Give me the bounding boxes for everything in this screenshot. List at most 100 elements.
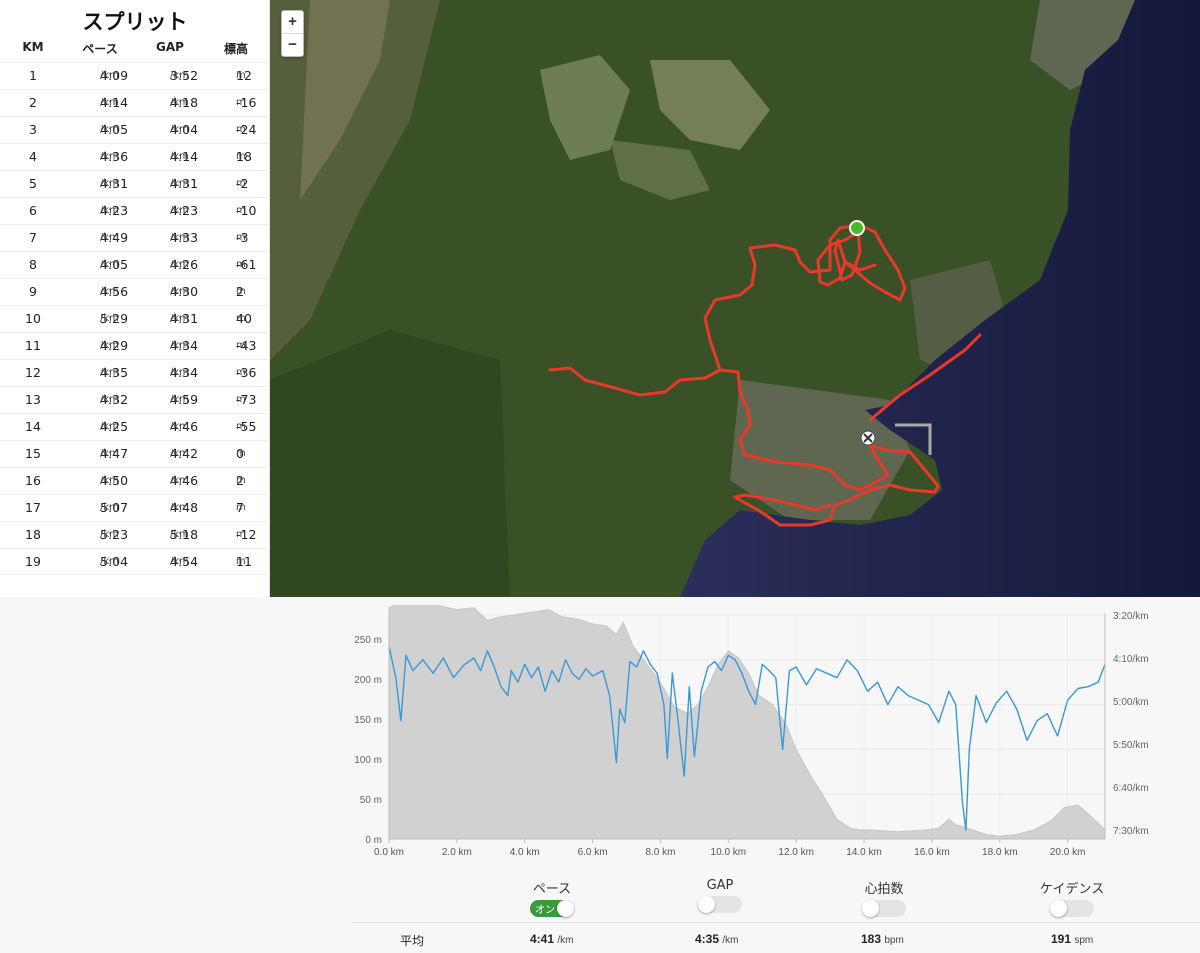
split-elev-unit: m — [236, 340, 246, 351]
split-gap-unit: /km — [170, 313, 189, 324]
breakwater — [895, 423, 932, 455]
split-row[interactable]: 13 4:32 /km 4:59 /km -73 m — [0, 386, 270, 413]
split-elev-unit: m — [236, 475, 246, 486]
split-gap-value: 4:18 — [170, 95, 199, 110]
route-map[interactable] — [270, 0, 1200, 597]
split-row[interactable]: 8 4:05 /km 4:26 /km -61 m — [0, 251, 270, 278]
split-row[interactable]: 3 4:05 /km 4:04 /km -24 m — [0, 116, 270, 143]
split-row[interactable]: 15 4:47 /km 4:42 /km 0 m — [0, 440, 270, 467]
split-elev-unit: m — [236, 448, 246, 459]
split-gap-unit: /km — [170, 259, 189, 270]
elevation-pace-chart[interactable]: 0 m 50 m 100 m 150 m 200 m 250 m 3:20/km 4:10/k… — [340, 594, 1200, 870]
split-elev-unit: m — [236, 421, 246, 432]
split-row[interactable]: 14 4:25 /km 4:46 /km -55 m — [0, 413, 270, 440]
split-row[interactable]: 10 5:29 /km 4:31 /km 40 m — [0, 305, 270, 332]
split-elev-unit: m — [236, 394, 246, 405]
splits-table-body: 1 4:09 /km 3:52 /km 12 m 2 4:14 /km 4:18 /km -1… — [0, 62, 270, 575]
split-km: 2 — [29, 95, 37, 110]
split-km: 11 — [25, 338, 41, 353]
toggle-knob — [1050, 900, 1067, 917]
split-pace-value: 4:50 — [100, 473, 129, 488]
split-pace-value: 5:29 — [100, 311, 129, 326]
split-row[interactable]: 2 4:14 /km 4:18 /km -16 m — [0, 89, 270, 116]
split-elev-unit: m — [236, 556, 246, 567]
satellite-map[interactable] — [270, 0, 1200, 597]
split-gap-unit: /km — [170, 394, 189, 405]
toggle-switch[interactable] — [1050, 900, 1094, 917]
y-right-tick-label: 5:50/km — [1113, 740, 1149, 751]
sea — [680, 0, 1200, 597]
split-pace-unit: /km — [100, 367, 119, 378]
toggle-label: ペース — [532, 882, 572, 897]
y-right-tick-label: 3:20/km — [1113, 611, 1149, 622]
toggle-switch[interactable]: オン — [530, 900, 574, 917]
avg-pace-unit: /km — [557, 935, 574, 946]
splits-title: スプリット — [82, 10, 188, 34]
split-gap-value: 4:48 — [170, 500, 199, 515]
grassland — [300, 0, 390, 200]
split-gap-unit: /km — [170, 529, 189, 540]
split-pace-unit: /km — [100, 205, 119, 216]
split-gap-value: 4:14 — [170, 149, 199, 164]
y-right-tick-label: 4:10/km — [1113, 654, 1149, 665]
split-elev-unit: m — [236, 205, 246, 216]
toggle-switch[interactable] — [698, 896, 742, 913]
split-row[interactable]: 4 4:36 /km 4:14 /km 18 m — [0, 143, 270, 170]
split-pace-unit: /km — [100, 232, 119, 243]
split-km: 12 — [25, 365, 41, 380]
split-pace-value: 4:09 — [100, 68, 129, 83]
split-pace-value: 5:04 — [100, 554, 129, 569]
split-pace-value: 4:31 — [100, 176, 129, 191]
split-pace-value: 4:05 — [100, 122, 129, 137]
toggle-on-text: オン — [535, 905, 555, 916]
split-gap-value: 4:34 — [170, 365, 199, 380]
split-row[interactable]: 19 5:04 /km 4:54 /km 11 m — [0, 548, 270, 575]
split-row[interactable]: 1 4:09 /km 3:52 /km 12 m — [0, 62, 270, 89]
split-row[interactable]: 6 4:23 /km 4:23 /km -10 m — [0, 197, 270, 224]
split-gap-value: 4:34 — [170, 338, 199, 353]
toggle-group: GAP — [655, 878, 785, 913]
split-elev-unit: m — [236, 97, 246, 108]
split-row[interactable]: 16 4:50 /km 4:46 /km 2 m — [0, 467, 270, 494]
split-km: 8 — [29, 257, 37, 272]
start-marker[interactable] — [849, 220, 865, 236]
split-gap-value: 4:54 — [170, 554, 199, 569]
split-km: 1 — [29, 68, 37, 83]
split-gap-unit: /km — [170, 97, 189, 108]
toggle-label: ケイデンス — [1039, 882, 1105, 897]
zoom-out-button[interactable]: − — [288, 36, 297, 53]
split-elev-value: -12 — [236, 527, 257, 542]
split-gap-value: 4:46 — [170, 473, 199, 488]
split-row[interactable]: 7 4:49 /km 4:33 /km -3 m — [0, 224, 270, 251]
split-gap-value: 4:26 — [170, 257, 199, 272]
y-left-tick-label: 100 m — [354, 755, 382, 766]
split-row[interactable]: 11 4:29 /km 4:34 /km -43 m — [0, 332, 270, 359]
split-elev-value: 18 — [236, 149, 252, 164]
split-km: 14 — [25, 419, 41, 434]
split-row[interactable]: 5 4:31 /km 4:31 /km -2 m — [0, 170, 270, 197]
avg-pace: 4:41 /km — [530, 932, 573, 946]
split-gap-unit: /km — [170, 421, 189, 432]
split-gap-value: 4:59 — [170, 392, 199, 407]
avg-cadence-unit: spm — [1074, 935, 1094, 946]
split-gap-unit: /km — [170, 178, 189, 189]
toggle-label: 心拍数 — [864, 882, 904, 897]
toggle-switch[interactable] — [862, 900, 906, 917]
finish-marker[interactable] — [860, 430, 876, 446]
split-row[interactable]: 17 5:07 /km 4:48 /km 7 m — [0, 494, 270, 521]
chart-canvas[interactable]: 0 m 50 m 100 m 150 m 200 m 250 m 3:20/km 4:10/k… — [340, 594, 1200, 870]
split-elev-value: -3 — [236, 230, 249, 245]
split-pace-value: 4:05 — [100, 257, 129, 272]
x-tick-label: 14.0 km — [846, 847, 882, 858]
split-km: 5 — [29, 176, 37, 191]
zoom-in-button[interactable]: + — [282, 11, 303, 34]
split-elev-unit: m — [236, 286, 246, 297]
split-row[interactable]: 12 4:35 /km 4:34 /km -36 m — [0, 359, 270, 386]
split-km: 19 — [25, 554, 41, 569]
split-elev-value: -2 — [236, 176, 249, 191]
golf-course-1 — [540, 55, 630, 160]
avg-heart-rate: 183 bpm — [861, 932, 904, 946]
split-row[interactable]: 9 4:56 /km 4:30 /km 2 m — [0, 278, 270, 305]
x-tick-label: 18.0 km — [982, 847, 1018, 858]
split-row[interactable]: 18 5:23 /km 5:18 /km -12 m — [0, 521, 270, 548]
